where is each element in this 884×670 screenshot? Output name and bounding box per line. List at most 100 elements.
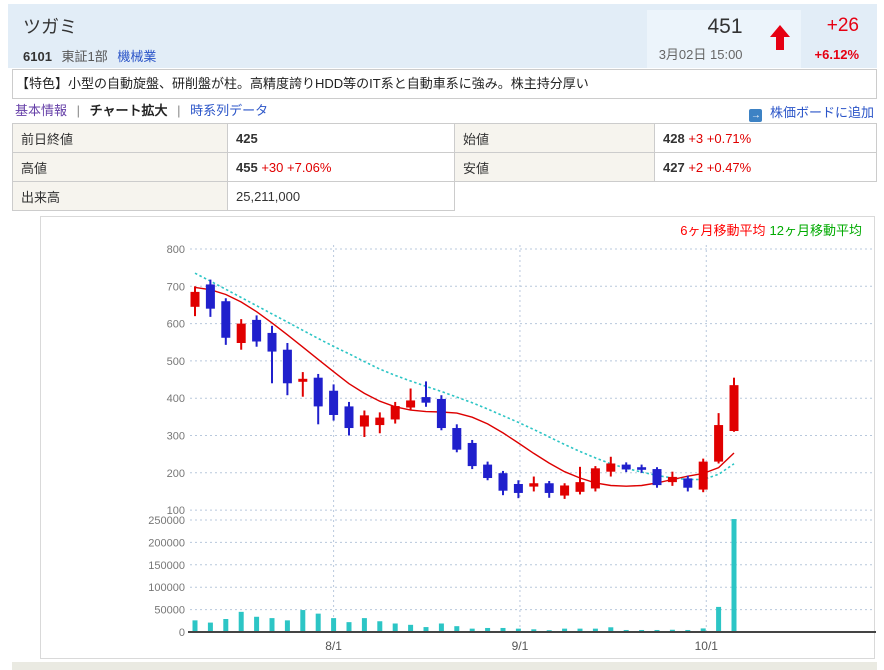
nav-separator: | [177,103,181,118]
volume-bar [454,626,460,632]
nav-basic-info[interactable]: 基本情報 [15,103,68,118]
volume-tick-label: 50000 [154,605,185,617]
month-tick-label: 10/1 [695,639,719,653]
prev-close-value-cell: 425 [227,123,455,153]
candle-body [436,398,446,429]
volume-tick-label: 150000 [148,560,185,572]
add-board-link[interactable]: 株価ボードに追加 [769,105,874,120]
candle-body [313,377,323,407]
next-section-edge [12,662,877,670]
volume-bar [608,627,614,632]
price-box: 451 3月02日 15:00 [646,10,755,68]
price-tick-label: 200 [167,468,185,480]
add-to-board[interactable]: 株価ボードに追加 [749,102,874,122]
price-tick-label: 500 [167,356,185,368]
volume-bar [346,622,352,632]
low-change: +2 +0.47% [688,159,752,175]
add-board-arrow-icon [749,109,763,122]
company-feature-text: 【特色】小型の自動旋盤、研削盤が柱。高精度誇りHDD等のIT系と自動車系に強み。… [12,69,877,99]
price-change-percent: +6.12% [814,47,859,62]
volume-bar [438,623,444,632]
volume-bar [592,628,598,632]
candle-body [560,485,570,496]
candle-body [421,397,431,403]
volume-bar [361,618,367,632]
price-direction-box [754,10,801,68]
volume-bar [331,618,337,632]
open-change: +3 +0.71% [688,130,752,146]
volume-bar [254,616,260,632]
volume-bar [284,620,290,632]
nav-chart-expand[interactable]: チャート拡大 [89,103,168,118]
high-value-cell: 455 +30 +7.06% [227,152,455,182]
price-change: +26 [826,15,859,36]
industry-link[interactable]: 機械業 [117,49,157,64]
chart-border [40,216,875,659]
volume-bar [300,610,306,632]
price-tick-label: 100 [167,505,185,517]
candle-body [236,323,246,343]
candle-body [344,406,354,429]
quote-summary: 451 3月02日 15:00 +26 +6.12% [646,4,877,68]
volume-tick-label: 100000 [148,582,185,594]
candle-body [544,483,554,493]
moving-average-line [194,272,735,481]
legend-item: 6ヶ月移動平均 [680,223,766,238]
table-row: 高値 455 +30 +7.06% [12,152,455,182]
volume-value-cell: 25,211,000 [227,181,455,211]
candle-body [529,483,539,487]
volume-bar [639,629,645,632]
volume-bar [238,611,244,632]
candle-body [575,482,585,492]
volume-tick-label: 250000 [148,515,185,527]
prev-close-label: 前日終値 [12,123,228,153]
volume-bar [716,606,722,632]
candle-body [282,349,292,384]
price-tick-label: 600 [167,319,185,331]
quote-table-right: 始値 428 +3 +0.71% 安値 427 +2 +0.47% [454,123,877,182]
quote-datetime: 3月02日 15:00 [658,47,743,62]
volume-bar [469,628,475,632]
volume-bar [315,613,321,632]
volume-bar [207,622,213,632]
open-value: 428 [663,130,685,146]
high-value: 455 [236,159,258,175]
stock-code-line: 6101 東証1部 機械業 [23,46,156,65]
candle-body [221,301,231,338]
stock-market: 東証1部 [61,49,108,64]
volume-label: 出来高 [12,181,228,211]
nav-time-series[interactable]: 時系列データ [190,103,269,118]
candle-body [637,467,647,470]
price-tick-label: 300 [167,431,185,443]
price-tick-label: 400 [167,393,185,405]
volume-bar [623,629,629,632]
volume-bar [269,618,275,632]
stock-identity: ツガミ 6101 東証1部 機械業 [8,4,156,68]
candle-body [606,463,616,472]
candle-body [714,425,724,462]
volume-bar [531,629,537,632]
volume-bar [500,627,506,632]
quote-table-left: 前日終値 425 高値 455 +30 +7.06% 出来高 25,211,00… [12,123,455,211]
open-label: 始値 [454,123,655,153]
candle-body [621,464,631,470]
volume-tick-label: 200000 [148,537,185,549]
table-row: 前日終値 425 [12,123,455,153]
volume-bar [223,619,229,632]
table-row: 安値 427 +2 +0.47% [454,152,877,182]
candle-body [329,390,339,415]
candle-body [698,461,708,490]
candle-body [298,378,308,382]
prev-close-value: 425 [236,130,258,146]
candle-body [252,319,262,342]
volume-bar [562,628,568,632]
up-arrow-icon [769,25,790,50]
chart-legend: 6ヶ月移動平均 12ヶ月移動平均 [676,220,862,239]
low-value: 427 [663,159,685,175]
table-row: 始値 428 +3 +0.71% [454,123,877,153]
candle-body [729,385,739,432]
candle-body [205,284,215,309]
stock-name: ツガミ [23,17,77,37]
